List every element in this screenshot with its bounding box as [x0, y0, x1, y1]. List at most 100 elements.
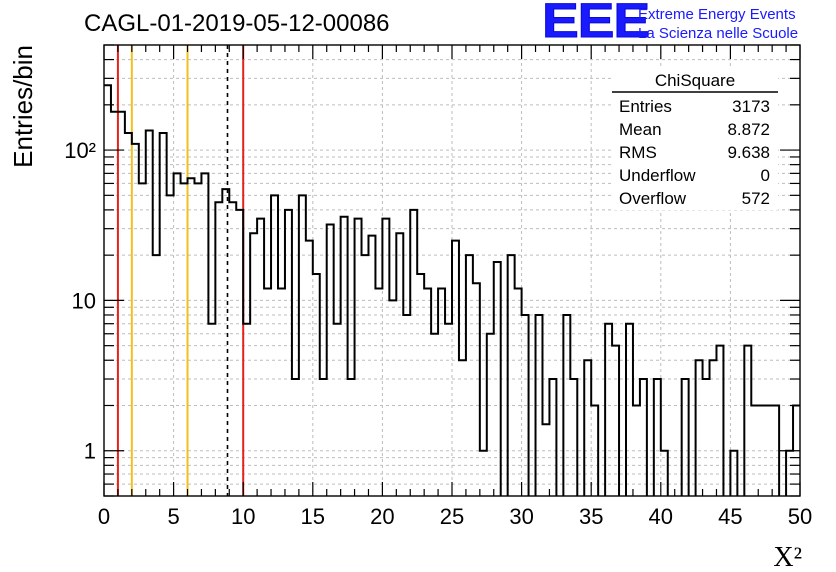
histogram-bin [563, 315, 570, 496]
histogram-bin [459, 360, 466, 496]
histogram-bin [431, 334, 438, 496]
histogram-bin [320, 379, 327, 496]
histogram-bin [118, 112, 125, 496]
histogram-bin [271, 195, 278, 496]
histogram-bin [661, 451, 668, 496]
histogram-bin [536, 315, 543, 496]
histogram-bin [160, 133, 167, 496]
histogram-bin [452, 241, 459, 496]
histogram-bin [285, 210, 292, 496]
histogram-bin [605, 324, 612, 496]
histogram-bin [174, 173, 181, 496]
histogram-bin [375, 289, 382, 496]
histogram-bin [424, 289, 431, 496]
histogram-bin [758, 405, 765, 496]
stats-row-label: Entries [619, 97, 672, 116]
histogram-bin [125, 133, 132, 496]
histogram-bin [188, 178, 195, 496]
histogram-bin [438, 289, 445, 496]
stats-row-label: Mean [619, 120, 662, 139]
axis-ticks [103, 44, 801, 497]
logo-subtitle-1: Extreme Energy Events [638, 6, 796, 23]
x-tick-label: 45 [718, 504, 742, 529]
y-tick-label: 10 [72, 288, 96, 313]
x-axis-title: X² [773, 542, 802, 572]
x-tick-label: 20 [370, 504, 394, 529]
histogram-bin [591, 405, 598, 496]
stats-box-bg [612, 66, 778, 210]
run-title: CAGL-01-2019-05-12-00086 [84, 10, 390, 37]
histogram-bin [410, 210, 417, 496]
histogram-bin [389, 300, 396, 496]
logo-subtitle-2: La Scienza nelle Scuole [638, 25, 799, 42]
y-tick-label: 10² [64, 138, 96, 163]
histogram-bin [292, 379, 299, 496]
histogram-bin [222, 189, 229, 496]
stats-row-value: 9.638 [727, 143, 770, 162]
histogram-bin [730, 451, 737, 496]
stats-row-label: Underflow [619, 166, 696, 185]
histogram-bin [710, 360, 717, 496]
histogram-bin [334, 324, 341, 496]
histogram-bin [153, 255, 160, 496]
x-tick-label: 40 [649, 504, 673, 529]
histogram-bin [368, 236, 375, 496]
histogram-bin [139, 183, 146, 496]
histogram-bin [215, 202, 222, 496]
stats-row-value: 3173 [732, 97, 770, 116]
x-tick-label: 35 [579, 504, 603, 529]
eee-logo-mark: EEE [541, 0, 650, 48]
histogram-bin [382, 219, 389, 496]
histogram-bin [542, 424, 549, 496]
histogram-bin [626, 324, 633, 496]
histogram-bin [487, 334, 494, 496]
histogram-bin [229, 202, 236, 496]
histogram-bin [696, 360, 703, 496]
histogram [104, 84, 800, 496]
histogram-bin [682, 379, 689, 496]
histogram-bin [640, 379, 647, 496]
histogram-bin [612, 346, 619, 496]
histogram-bin [146, 130, 153, 496]
histogram-bin [348, 379, 355, 496]
histogram-bin [570, 379, 577, 496]
y-axis-title: Entries/bin [8, 45, 38, 168]
histogram-bin [508, 255, 515, 496]
x-tick-label: 15 [301, 504, 325, 529]
histogram-bin [201, 173, 208, 496]
histogram-bin [772, 405, 779, 496]
histogram-bin [362, 255, 369, 496]
histogram-bin [250, 233, 257, 496]
stats-row-value: 572 [742, 189, 770, 208]
histogram-bin [208, 324, 215, 496]
histogram-bin [327, 224, 334, 496]
histogram-bin [264, 289, 271, 496]
x-tick-label: 10 [231, 504, 255, 529]
histogram-bin [549, 379, 556, 496]
histogram-bin [243, 324, 250, 496]
x-tick-label: 30 [509, 504, 533, 529]
histogram-bin [167, 195, 174, 496]
histogram-bin [341, 217, 348, 496]
histogram-bin [257, 219, 264, 496]
histogram-bin [132, 144, 139, 496]
stats-box: ChiSquare Entries 3173 Mean 8.872 RMS 9.638 Und… [612, 66, 778, 210]
histogram-bin [313, 274, 320, 496]
histogram-bin [111, 112, 118, 496]
y-tick-label: 1 [84, 439, 96, 464]
histogram-bin [278, 289, 285, 496]
histogram-bin [417, 274, 424, 496]
histogram-bin [396, 233, 403, 496]
histogram-bin [306, 241, 313, 496]
histogram-bin [355, 219, 362, 496]
histogram-bin [751, 405, 758, 496]
histogram-bin [104, 85, 111, 496]
histogram-bin [473, 283, 480, 496]
x-tick-label: 5 [167, 504, 179, 529]
x-tick-label: 25 [440, 504, 464, 529]
histogram-bin [744, 346, 751, 496]
histogram-bin [716, 346, 723, 496]
histogram-bin [703, 379, 710, 496]
histogram-bin [466, 255, 473, 496]
histogram-bin [181, 183, 188, 496]
